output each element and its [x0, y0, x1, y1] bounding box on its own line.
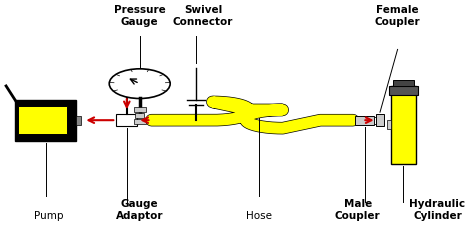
Bar — [393, 80, 414, 86]
Bar — [356, 116, 374, 125]
Bar — [136, 113, 144, 118]
Bar — [387, 120, 391, 129]
Text: Pressure
Gauge: Pressure Gauge — [114, 5, 165, 27]
Text: Hose: Hose — [246, 211, 272, 221]
Bar — [374, 117, 381, 124]
Text: Female
Coupler: Female Coupler — [375, 5, 420, 27]
Bar — [134, 119, 146, 124]
Bar — [389, 86, 418, 95]
Text: Swivel
Connector: Swivel Connector — [173, 5, 233, 27]
Text: Hydraulic
Cylinder: Hydraulic Cylinder — [410, 199, 465, 221]
Bar — [116, 114, 137, 126]
Bar — [391, 86, 416, 164]
Text: Pump: Pump — [34, 211, 63, 221]
Bar — [16, 100, 76, 141]
Circle shape — [109, 69, 170, 99]
Text: Male
Coupler: Male Coupler — [335, 199, 381, 221]
Text: Gauge
Adaptor: Gauge Adaptor — [116, 199, 164, 221]
Bar — [76, 116, 81, 125]
Bar — [376, 114, 383, 126]
Bar — [134, 107, 146, 112]
Bar — [18, 106, 67, 134]
